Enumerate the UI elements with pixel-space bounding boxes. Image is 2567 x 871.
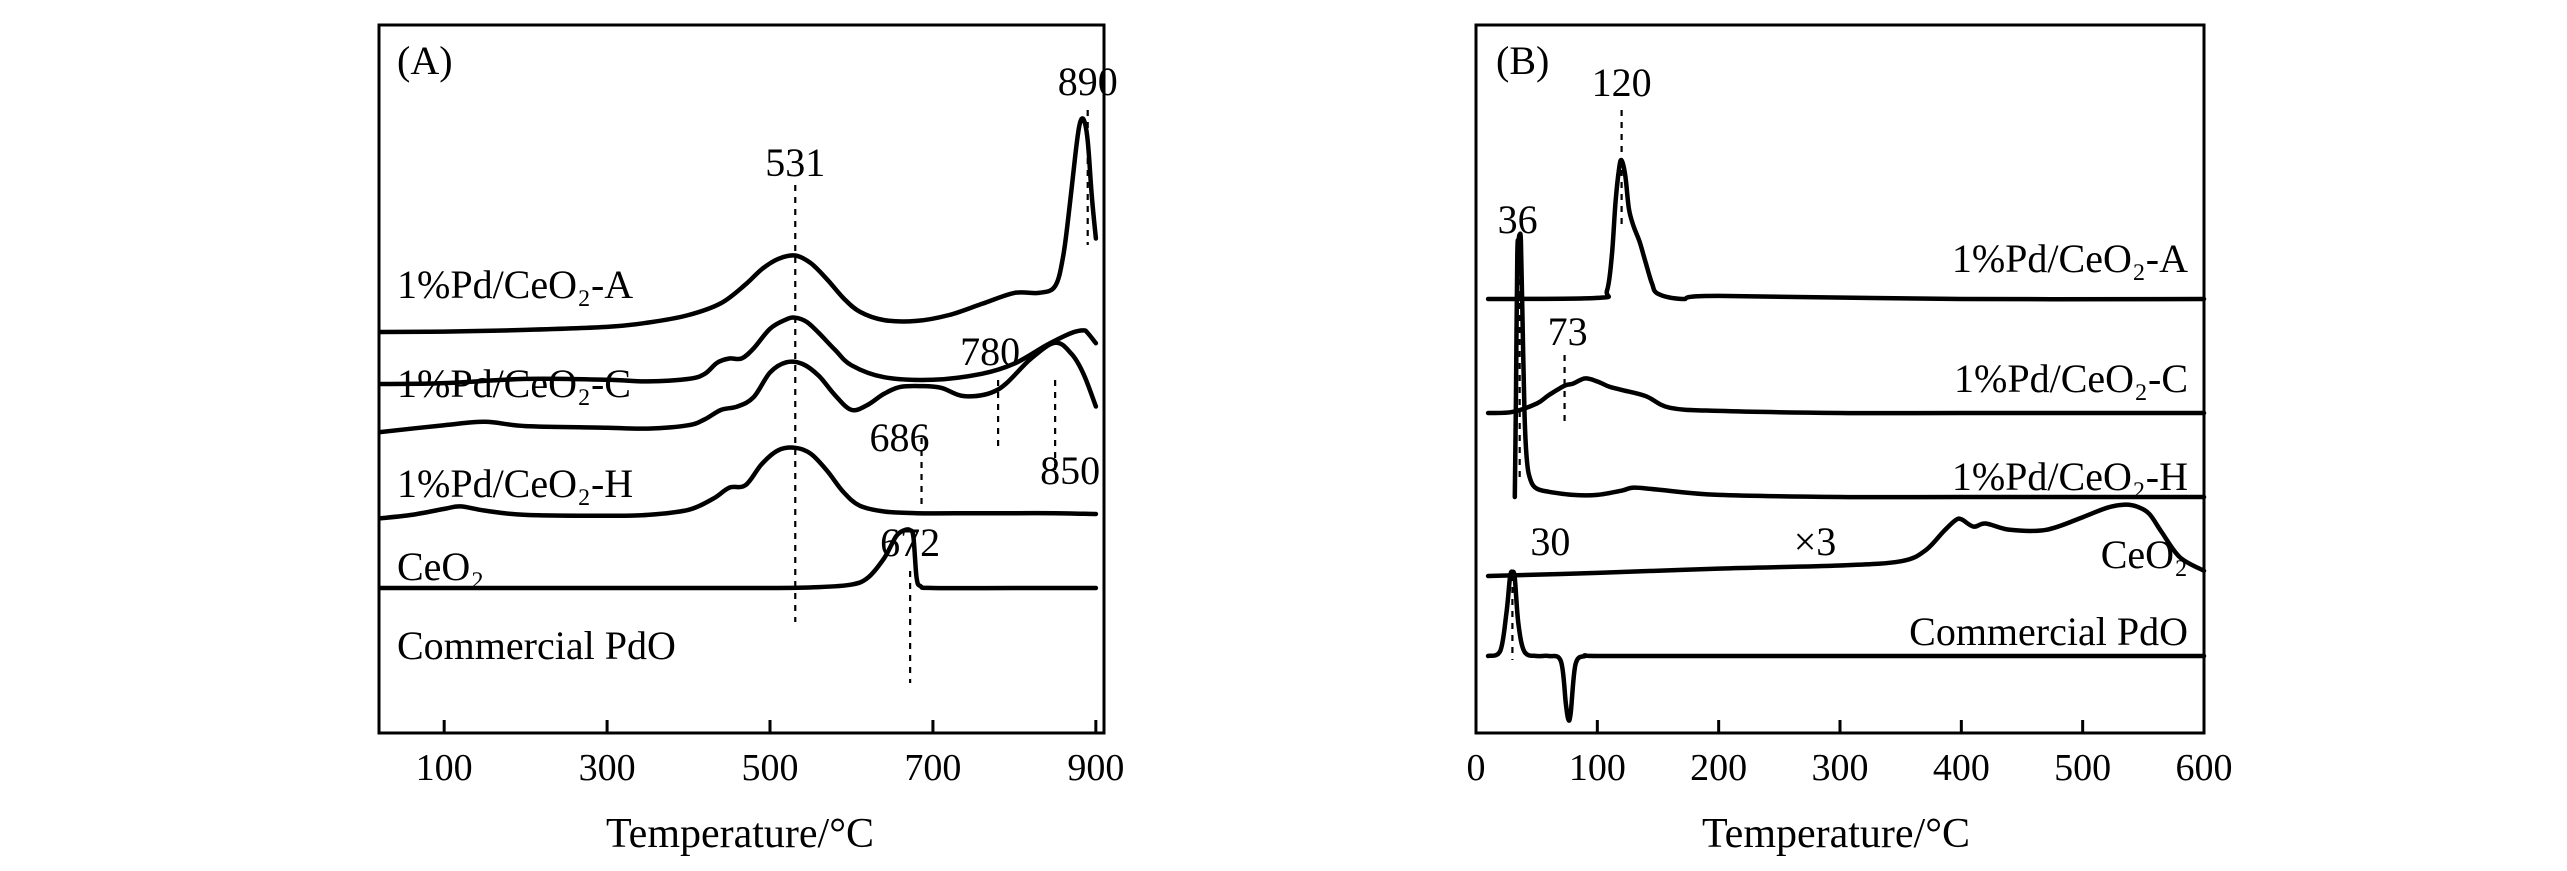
panel-b-x-tick-label: 200 xyxy=(1690,747,1747,789)
panel-a-peak-labels: 531 890 780 686 850 672 xyxy=(765,59,1117,565)
panel-a-series-label: CeO₂ xyxy=(397,544,484,589)
panel-a-x-tick-label: 500 xyxy=(742,747,799,789)
panel-a-series-labels: 1%Pd/CeO₂-A 1%Pd/CeO₂-C 1%Pd/CeO₂-H CeO₂ Com… xyxy=(397,262,676,668)
panel-b-series-label: 1%Pd/CeO₂-A xyxy=(1952,236,2188,281)
panel-b-peak-label: 73 xyxy=(1548,309,1588,354)
panel-a-peak-label: 850 xyxy=(1040,448,1100,493)
panel-a-curves xyxy=(378,116,1099,591)
panel-a-peak-label: 890 xyxy=(1058,59,1118,104)
panel-a: (A) 100 300 500 700 900 1%Pd/CeO₂-A1%Pd/CeO₂… xyxy=(377,23,1125,857)
panel-a-series-label: Commercial PdO xyxy=(397,623,676,668)
panel-a-series-label: 1%Pd/CeO₂-C xyxy=(397,361,631,406)
panel-a-curve-1-pd-ceo2-c xyxy=(378,315,1099,387)
panel-a-x-ticks xyxy=(442,720,1098,733)
panel-a-curve-commercial-pdo xyxy=(378,527,1099,591)
panel-b-scale-note: ×3 xyxy=(1794,519,1837,564)
panel-b-curve-commercial-pdo xyxy=(1485,569,2207,723)
panel-b-x-tick-label: 0 xyxy=(1467,747,1486,789)
panel-a-series-label: 1%Pd/CeO₂-H xyxy=(397,461,633,506)
panel-b-x-tick-label: 500 xyxy=(2054,747,2111,789)
panel-b-x-ticks xyxy=(1474,720,2206,733)
panel-b-curves xyxy=(1485,157,2207,723)
panel-b-curve-1-pd-ceo2-a xyxy=(1485,157,2207,302)
panel-b-curve-1-pd-ceo2-c xyxy=(1485,376,2207,416)
panel-a-x-axis-label: Temperature/°C xyxy=(606,811,874,857)
panel-a-peak-markers xyxy=(794,110,1089,683)
panel-b-series-label: CeO₂ xyxy=(2101,532,2188,577)
panel-b-x-tick-label: 300 xyxy=(1812,747,1869,789)
panel-b-peak-markers xyxy=(1511,110,1623,660)
panel-a-x-tick-label: 900 xyxy=(1067,747,1124,789)
panel-b: (B) 0 100 200 300 400 500 600 1%Pd/CeO₂-A1%Pd/… xyxy=(1467,23,2233,857)
panel-b-peak-label: 120 xyxy=(1592,60,1652,105)
panel-a-frame xyxy=(377,23,1106,735)
panel-b-curve-1-pd-ceo2-h xyxy=(1512,231,2207,500)
panel-a-peak-label: 686 xyxy=(870,415,930,460)
panel-a-curve-1-pd-ceo2-h xyxy=(378,340,1099,435)
panel-a-curve-ceo2 xyxy=(378,445,1099,521)
panel-b-x-axis-label: Temperature/°C xyxy=(1702,811,1970,857)
panel-a-curve-1-pd-ceo2-a xyxy=(378,116,1099,335)
panel-a-peak-label: 780 xyxy=(960,329,1020,374)
panel-a-series-label: 1%Pd/CeO₂-A xyxy=(397,262,633,307)
panel-b-peak-label: 36 xyxy=(1498,197,1538,242)
panel-b-series-label: 1%Pd/CeO₂-H xyxy=(1952,454,2188,499)
panel-b-x-tick-label: 600 xyxy=(2176,747,2233,789)
panel-a-x-tick-label: 700 xyxy=(904,747,961,789)
panel-b-series-label: 1%Pd/CeO₂-C xyxy=(1954,356,2188,401)
panel-b-x-tick-labels: 0 100 200 300 400 500 600 xyxy=(1467,747,2233,789)
panel-b-x-tick-label: 400 xyxy=(1933,747,1990,789)
panel-b-series-labels: 1%Pd/CeO₂-A 1%Pd/CeO₂-C 1%Pd/CeO₂-H CeO₂ Com… xyxy=(1909,236,2188,654)
panel-b-series-label: Commercial PdO xyxy=(1909,609,2188,654)
panel-a-x-tick-label: 100 xyxy=(416,747,473,789)
panel-b-peak-label: 30 xyxy=(1530,519,1570,564)
panel-a-label: (A) xyxy=(397,38,453,83)
panel-a-peak-label: 531 xyxy=(765,140,825,185)
panel-b-x-tick-label: 100 xyxy=(1569,747,1626,789)
panel-a-x-tick-label: 300 xyxy=(579,747,636,789)
panel-b-label: (B) xyxy=(1496,38,1549,83)
panel-b-peak-labels: 120 36 73 30 xyxy=(1498,60,1652,564)
panel-b-curve-ceo2 xyxy=(1485,502,2207,579)
panel-a-x-tick-labels: 100 300 500 700 900 xyxy=(416,747,1125,789)
panel-a-peak-label: 672 xyxy=(880,520,940,565)
